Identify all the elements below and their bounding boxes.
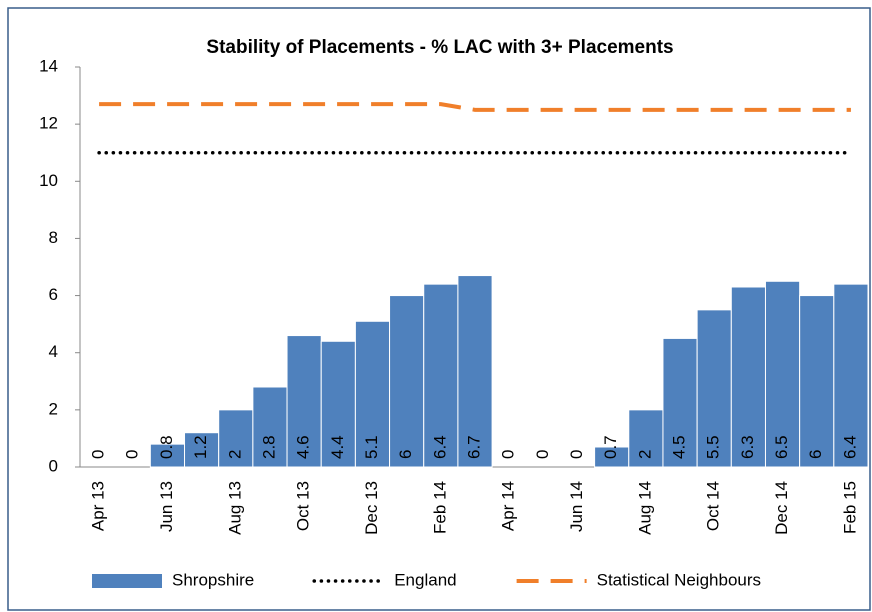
data-label: 4.4 (328, 435, 347, 459)
bar (764, 280, 801, 468)
x-tick-label: Oct 14 (704, 481, 723, 531)
y-tick-label: 4 (49, 342, 58, 361)
bar (696, 309, 732, 468)
chart-title: Stability of Placements - % LAC with 3+ … (206, 37, 673, 58)
bar (252, 386, 288, 468)
x-tick-label: Apr 14 (499, 481, 518, 531)
bar (184, 432, 220, 468)
x-tick-label: Dec 14 (772, 481, 791, 535)
data-label: 6.5 (772, 435, 791, 459)
bar (833, 283, 869, 468)
y-tick-label: 2 (49, 399, 58, 418)
data-label: 6.7 (464, 435, 483, 459)
y-tick-label: 8 (49, 228, 58, 247)
x-tick-label: Aug 14 (635, 481, 654, 535)
x-tick-label: Oct 13 (294, 481, 313, 531)
data-label: 2.8 (259, 435, 278, 459)
x-tick-label: Jun 14 (567, 481, 586, 532)
data-label: 6 (806, 450, 825, 459)
data-label: 5.5 (704, 435, 723, 459)
data-label: 0 (499, 450, 518, 459)
data-label: 0.7 (601, 435, 620, 459)
data-label: 6.4 (430, 435, 449, 459)
data-label: 0 (567, 450, 586, 459)
x-tick-label: Jun 13 (157, 481, 176, 532)
bar (389, 295, 425, 468)
bar (628, 409, 664, 468)
bar (799, 295, 835, 468)
y-tick-label: 12 (39, 114, 58, 133)
x-tick-label: Dec 13 (362, 481, 381, 535)
data-label: 4.6 (294, 435, 313, 459)
x-tick-label: Feb 15 (840, 481, 859, 534)
data-label: 2 (635, 450, 654, 459)
data-label: 6.4 (840, 435, 859, 459)
bar (457, 275, 493, 468)
bar (218, 409, 254, 468)
bar (662, 337, 698, 468)
line-series (99, 102, 851, 112)
data-label: 4.5 (670, 435, 689, 459)
y-tick-label: 10 (39, 171, 58, 190)
bar (286, 335, 322, 468)
legend-label: Shropshire (172, 570, 254, 589)
legend-swatch (92, 574, 162, 588)
data-label: 0 (533, 450, 552, 459)
data-label: 2 (225, 450, 244, 459)
data-label: 0 (89, 450, 108, 459)
data-label: 1.2 (191, 435, 210, 459)
data-label: 5.1 (362, 435, 381, 459)
x-tick-label: Apr 13 (89, 481, 108, 531)
legend-label: Statistical Neighbours (597, 570, 761, 589)
bar (730, 286, 766, 468)
x-tick-label: Aug 13 (225, 481, 244, 535)
data-label: 6.3 (738, 435, 757, 459)
data-label: 0.8 (157, 435, 176, 459)
data-label: 6 (396, 450, 415, 459)
y-tick-label: 6 (49, 285, 58, 304)
y-tick-label: 0 (49, 456, 58, 475)
bar (354, 320, 391, 468)
data-label: 0 (123, 450, 142, 459)
bar (320, 340, 356, 468)
x-tick-label: Feb 14 (430, 481, 449, 534)
y-tick-label: 14 (39, 56, 58, 75)
legend-label: England (394, 570, 456, 589)
